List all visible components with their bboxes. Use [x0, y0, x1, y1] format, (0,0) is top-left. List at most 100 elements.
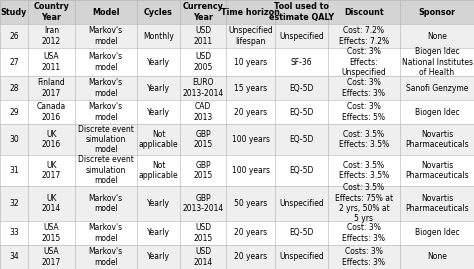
Text: None: None	[427, 31, 447, 41]
Text: Not
applicable: Not applicable	[139, 130, 178, 149]
Text: 33: 33	[9, 228, 19, 238]
Bar	[226, 100, 275, 124]
Bar	[328, 24, 400, 48]
Bar	[328, 76, 400, 100]
Text: CAD
2013: CAD 2013	[194, 102, 213, 122]
Text: 26: 26	[9, 31, 19, 41]
Bar	[75, 186, 137, 221]
Text: Canada
2016: Canada 2016	[37, 102, 66, 122]
Text: 50 years: 50 years	[234, 199, 267, 208]
Bar	[28, 48, 75, 76]
Text: Cost: 3%
Effects: 3%: Cost: 3% Effects: 3%	[342, 223, 385, 243]
Bar	[275, 245, 328, 269]
Bar	[28, 100, 75, 124]
Text: USA
2015: USA 2015	[42, 223, 61, 243]
Bar	[137, 124, 181, 155]
Bar	[181, 48, 226, 76]
Text: EURO
2013-2014: EURO 2013-2014	[182, 78, 224, 98]
Bar	[400, 124, 474, 155]
Text: 100 years: 100 years	[232, 135, 270, 144]
Bar	[137, 221, 181, 245]
Bar	[275, 0, 328, 24]
Text: 30: 30	[9, 135, 19, 144]
Text: EQ-5D: EQ-5D	[289, 228, 314, 238]
Bar	[137, 24, 181, 48]
Bar	[275, 48, 328, 76]
Text: 15 years: 15 years	[234, 83, 267, 93]
Bar	[226, 24, 275, 48]
Text: Tool used to
estimate QALY: Tool used to estimate QALY	[269, 2, 334, 22]
Bar	[28, 24, 75, 48]
Text: 20 years: 20 years	[234, 228, 267, 238]
Bar	[0, 48, 28, 76]
Text: Yearly: Yearly	[147, 83, 170, 93]
Bar	[0, 0, 28, 24]
Bar	[275, 155, 328, 186]
Text: Novartis
Pharmaceuticals: Novartis Pharmaceuticals	[405, 161, 469, 180]
Bar	[0, 124, 28, 155]
Text: Cost: 7.2%
Effects: 7.2%: Cost: 7.2% Effects: 7.2%	[339, 26, 389, 46]
Text: Biogen Idec: Biogen Idec	[415, 108, 459, 116]
Bar	[137, 186, 181, 221]
Text: GBP
2015: GBP 2015	[194, 130, 213, 149]
Bar	[75, 0, 137, 24]
Bar	[137, 245, 181, 269]
Text: USD
2015: USD 2015	[194, 223, 213, 243]
Bar	[0, 100, 28, 124]
Text: Time horizon: Time horizon	[221, 8, 280, 16]
Bar	[226, 76, 275, 100]
Text: Yearly: Yearly	[147, 228, 170, 238]
Bar	[400, 245, 474, 269]
Text: Not
applicable: Not applicable	[139, 161, 178, 180]
Bar	[328, 100, 400, 124]
Text: USD
2014: USD 2014	[194, 247, 213, 267]
Text: Cost: 3%
Effects: 5%: Cost: 3% Effects: 5%	[342, 102, 385, 122]
Text: Yearly: Yearly	[147, 108, 170, 116]
Bar	[400, 155, 474, 186]
Bar	[328, 186, 400, 221]
Text: EQ-5D: EQ-5D	[289, 108, 314, 116]
Text: Unspecified: Unspecified	[279, 199, 324, 208]
Bar	[75, 245, 137, 269]
Text: Model: Model	[92, 8, 119, 16]
Text: Cost: 3.5%
Effects: 75% at
2 yrs, 50% at
5 yrs: Cost: 3.5% Effects: 75% at 2 yrs, 50% at…	[335, 183, 393, 223]
Bar	[400, 186, 474, 221]
Bar	[400, 221, 474, 245]
Bar	[28, 186, 75, 221]
Bar	[181, 100, 226, 124]
Text: 28: 28	[9, 83, 18, 93]
Bar	[181, 24, 226, 48]
Bar	[28, 221, 75, 245]
Bar	[226, 186, 275, 221]
Text: Unspecified
lifespan: Unspecified lifespan	[228, 26, 273, 46]
Text: Yearly: Yearly	[147, 58, 170, 66]
Text: Cost: 3.5%
Effects: 3.5%: Cost: 3.5% Effects: 3.5%	[339, 161, 389, 180]
Bar	[400, 76, 474, 100]
Text: 100 years: 100 years	[232, 166, 270, 175]
Text: Study: Study	[1, 8, 27, 16]
Text: USD
2011: USD 2011	[194, 26, 213, 46]
Text: Finland
2017: Finland 2017	[37, 78, 65, 98]
Text: Discount: Discount	[344, 8, 384, 16]
Bar	[137, 48, 181, 76]
Bar	[137, 76, 181, 100]
Bar	[226, 245, 275, 269]
Bar	[328, 48, 400, 76]
Bar	[328, 155, 400, 186]
Text: GBP
2013-2014: GBP 2013-2014	[182, 194, 224, 213]
Bar	[75, 100, 137, 124]
Bar	[400, 0, 474, 24]
Text: Cost: 3%
Effects:
Unspecified: Cost: 3% Effects: Unspecified	[342, 47, 386, 77]
Bar	[181, 186, 226, 221]
Bar	[0, 186, 28, 221]
Text: Biogen Idec: Biogen Idec	[415, 228, 459, 238]
Bar	[275, 76, 328, 100]
Text: Markov's
model: Markov's model	[89, 247, 123, 267]
Bar	[181, 76, 226, 100]
Text: GBP
2015: GBP 2015	[194, 161, 213, 180]
Text: Markov's
model: Markov's model	[89, 78, 123, 98]
Text: 29: 29	[9, 108, 19, 116]
Text: Unspecified: Unspecified	[279, 31, 324, 41]
Bar	[400, 48, 474, 76]
Bar	[75, 24, 137, 48]
